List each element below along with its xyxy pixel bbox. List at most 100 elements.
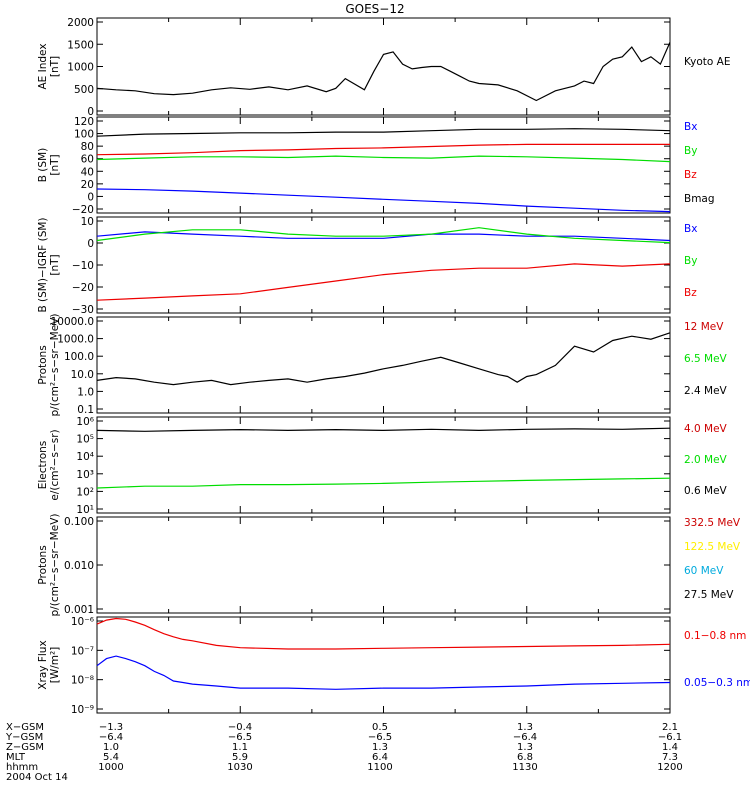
ephemeris-value: −0.4	[228, 722, 252, 733]
panel-frame	[96, 416, 671, 514]
y-tick-label: 10.0	[71, 369, 94, 381]
y-tick-label: 10⁴	[76, 451, 94, 463]
ephemeris-value: 1.0	[103, 742, 119, 753]
y-tick-label: 0.100	[64, 516, 94, 528]
chart-title: GOES−12	[345, 2, 404, 16]
y-axis-label: Protons	[37, 545, 49, 584]
y-axis-unit: [nT]	[49, 56, 61, 77]
y-tick-label: 80	[81, 141, 94, 153]
y-tick-label: 100.0	[64, 351, 94, 363]
legend-entry: Bz	[684, 169, 697, 181]
y-tick-label: 1500	[67, 39, 94, 51]
y-tick-label: 1000.0	[57, 334, 94, 346]
y-tick-label: 20	[81, 179, 94, 191]
ephemeris-value: −6.1	[658, 732, 682, 743]
y-axis-unit: [nT]	[49, 154, 61, 175]
ephemeris-value: 5.9	[232, 752, 248, 763]
y-tick-label: 500	[74, 84, 94, 96]
series-line	[96, 617, 671, 650]
y-tick-label: −20	[72, 204, 94, 216]
legend-entry: 60 MeV	[684, 565, 724, 577]
legend-entry: 122.5 MeV	[684, 541, 741, 553]
y-axis-unit: [W/m²]	[49, 647, 61, 684]
panel-frame	[96, 216, 671, 314]
panel-frame	[96, 116, 671, 214]
y-tick-label: 10	[81, 216, 94, 228]
series-line	[96, 128, 671, 137]
ephemeris-value: 2.1	[662, 722, 678, 733]
ephemeris-row-label: hhmm	[6, 762, 38, 773]
ephemeris-row-label: Y−GSM	[5, 732, 43, 743]
ephemeris-value: 6.8	[517, 752, 533, 763]
ephemeris-value: 7.3	[662, 752, 678, 763]
y-tick-label: 10⁶	[76, 416, 94, 428]
series-line	[96, 477, 671, 489]
ephemeris-value: 1130	[512, 762, 537, 773]
series-line	[96, 231, 671, 242]
y-tick-label: 10³	[76, 469, 94, 481]
y-tick-label: 0	[87, 106, 94, 118]
legend-entry: 0.05−0.3 nm	[684, 677, 750, 689]
legend-entry: 0.6 MeV	[684, 485, 728, 497]
ephemeris-value: 0.5	[372, 722, 388, 733]
legend-entry: By	[684, 255, 697, 267]
legend-entry: Bz	[684, 287, 697, 299]
ephemeris-value: −6.4	[513, 732, 537, 743]
panel-frame	[96, 17, 671, 116]
y-axis-label: Electrons	[37, 441, 49, 490]
y-tick-label: 1000	[67, 62, 94, 74]
ephemeris-value: −6.5	[228, 732, 252, 743]
y-axis-label: B (SM)	[37, 148, 49, 182]
y-tick-label: −30	[72, 304, 94, 316]
ephemeris-value: 1.3	[517, 742, 533, 753]
y-tick-label: 2000	[67, 17, 94, 29]
series-line	[96, 188, 671, 213]
ephemeris-value: 6.4	[372, 752, 388, 763]
legend-entry: 27.5 MeV	[684, 589, 734, 601]
date-label: 2004 Oct 14	[6, 772, 68, 783]
ephemeris-value: 1100	[367, 762, 392, 773]
series-line	[96, 263, 671, 301]
y-axis-unit: p/(cm²−s−sr−MeV)	[49, 314, 61, 417]
legend-entry: Bmag	[684, 193, 715, 205]
legend-entry: By	[684, 145, 697, 157]
series-line	[96, 227, 671, 244]
y-axis-label: Xray Flux	[37, 640, 49, 689]
y-tick-label: 60	[81, 154, 94, 166]
ephemeris-value: 1.3	[372, 742, 388, 753]
ephemeris-row-label: X−GSM	[6, 722, 44, 733]
y-axis-label: B (SM)−IGRF (SM)	[37, 217, 49, 312]
y-axis-unit: [nT]	[49, 254, 61, 275]
ephemeris-value: 1200	[657, 762, 682, 773]
ephemeris-value: 1000	[98, 762, 123, 773]
legend-entry: 6.5 MeV	[684, 353, 728, 365]
y-tick-label: 0.1	[77, 404, 94, 416]
ephemeris-row-label: Z−GSM	[6, 742, 44, 753]
series-line	[96, 143, 670, 156]
y-axis-unit: p/(cm²−s−sr−MeV)	[49, 514, 61, 617]
y-tick-label: 10⁻⁷	[71, 645, 94, 657]
y-tick-label: 10⁻⁶	[71, 616, 94, 628]
ephemeris-value: 5.4	[103, 752, 119, 763]
series-line	[96, 332, 671, 386]
y-tick-label: 40	[81, 166, 94, 178]
ephemeris-value: 1030	[227, 762, 252, 773]
legend-entry: 2.4 MeV	[684, 385, 728, 397]
panel-frame	[96, 616, 671, 714]
ephemeris-value: −1.3	[99, 722, 123, 733]
y-tick-label: 10⁻⁹	[71, 704, 94, 716]
y-axis-unit: e/(cm²−s−sr)	[49, 429, 61, 500]
ephemeris-value: 1.1	[232, 742, 248, 753]
y-tick-label: 10⁵	[76, 434, 94, 446]
legend-entry: Kyoto AE	[684, 56, 730, 68]
y-tick-label: 10⁻⁸	[71, 675, 94, 687]
legend-entry: 2.0 MeV	[684, 454, 728, 466]
series-line	[96, 155, 671, 163]
y-tick-label: 0.001	[64, 604, 94, 616]
ephemeris-value: 1.3	[517, 722, 533, 733]
y-tick-label: 0	[87, 191, 94, 203]
series-line	[96, 42, 671, 102]
y-tick-label: −10	[72, 260, 94, 272]
